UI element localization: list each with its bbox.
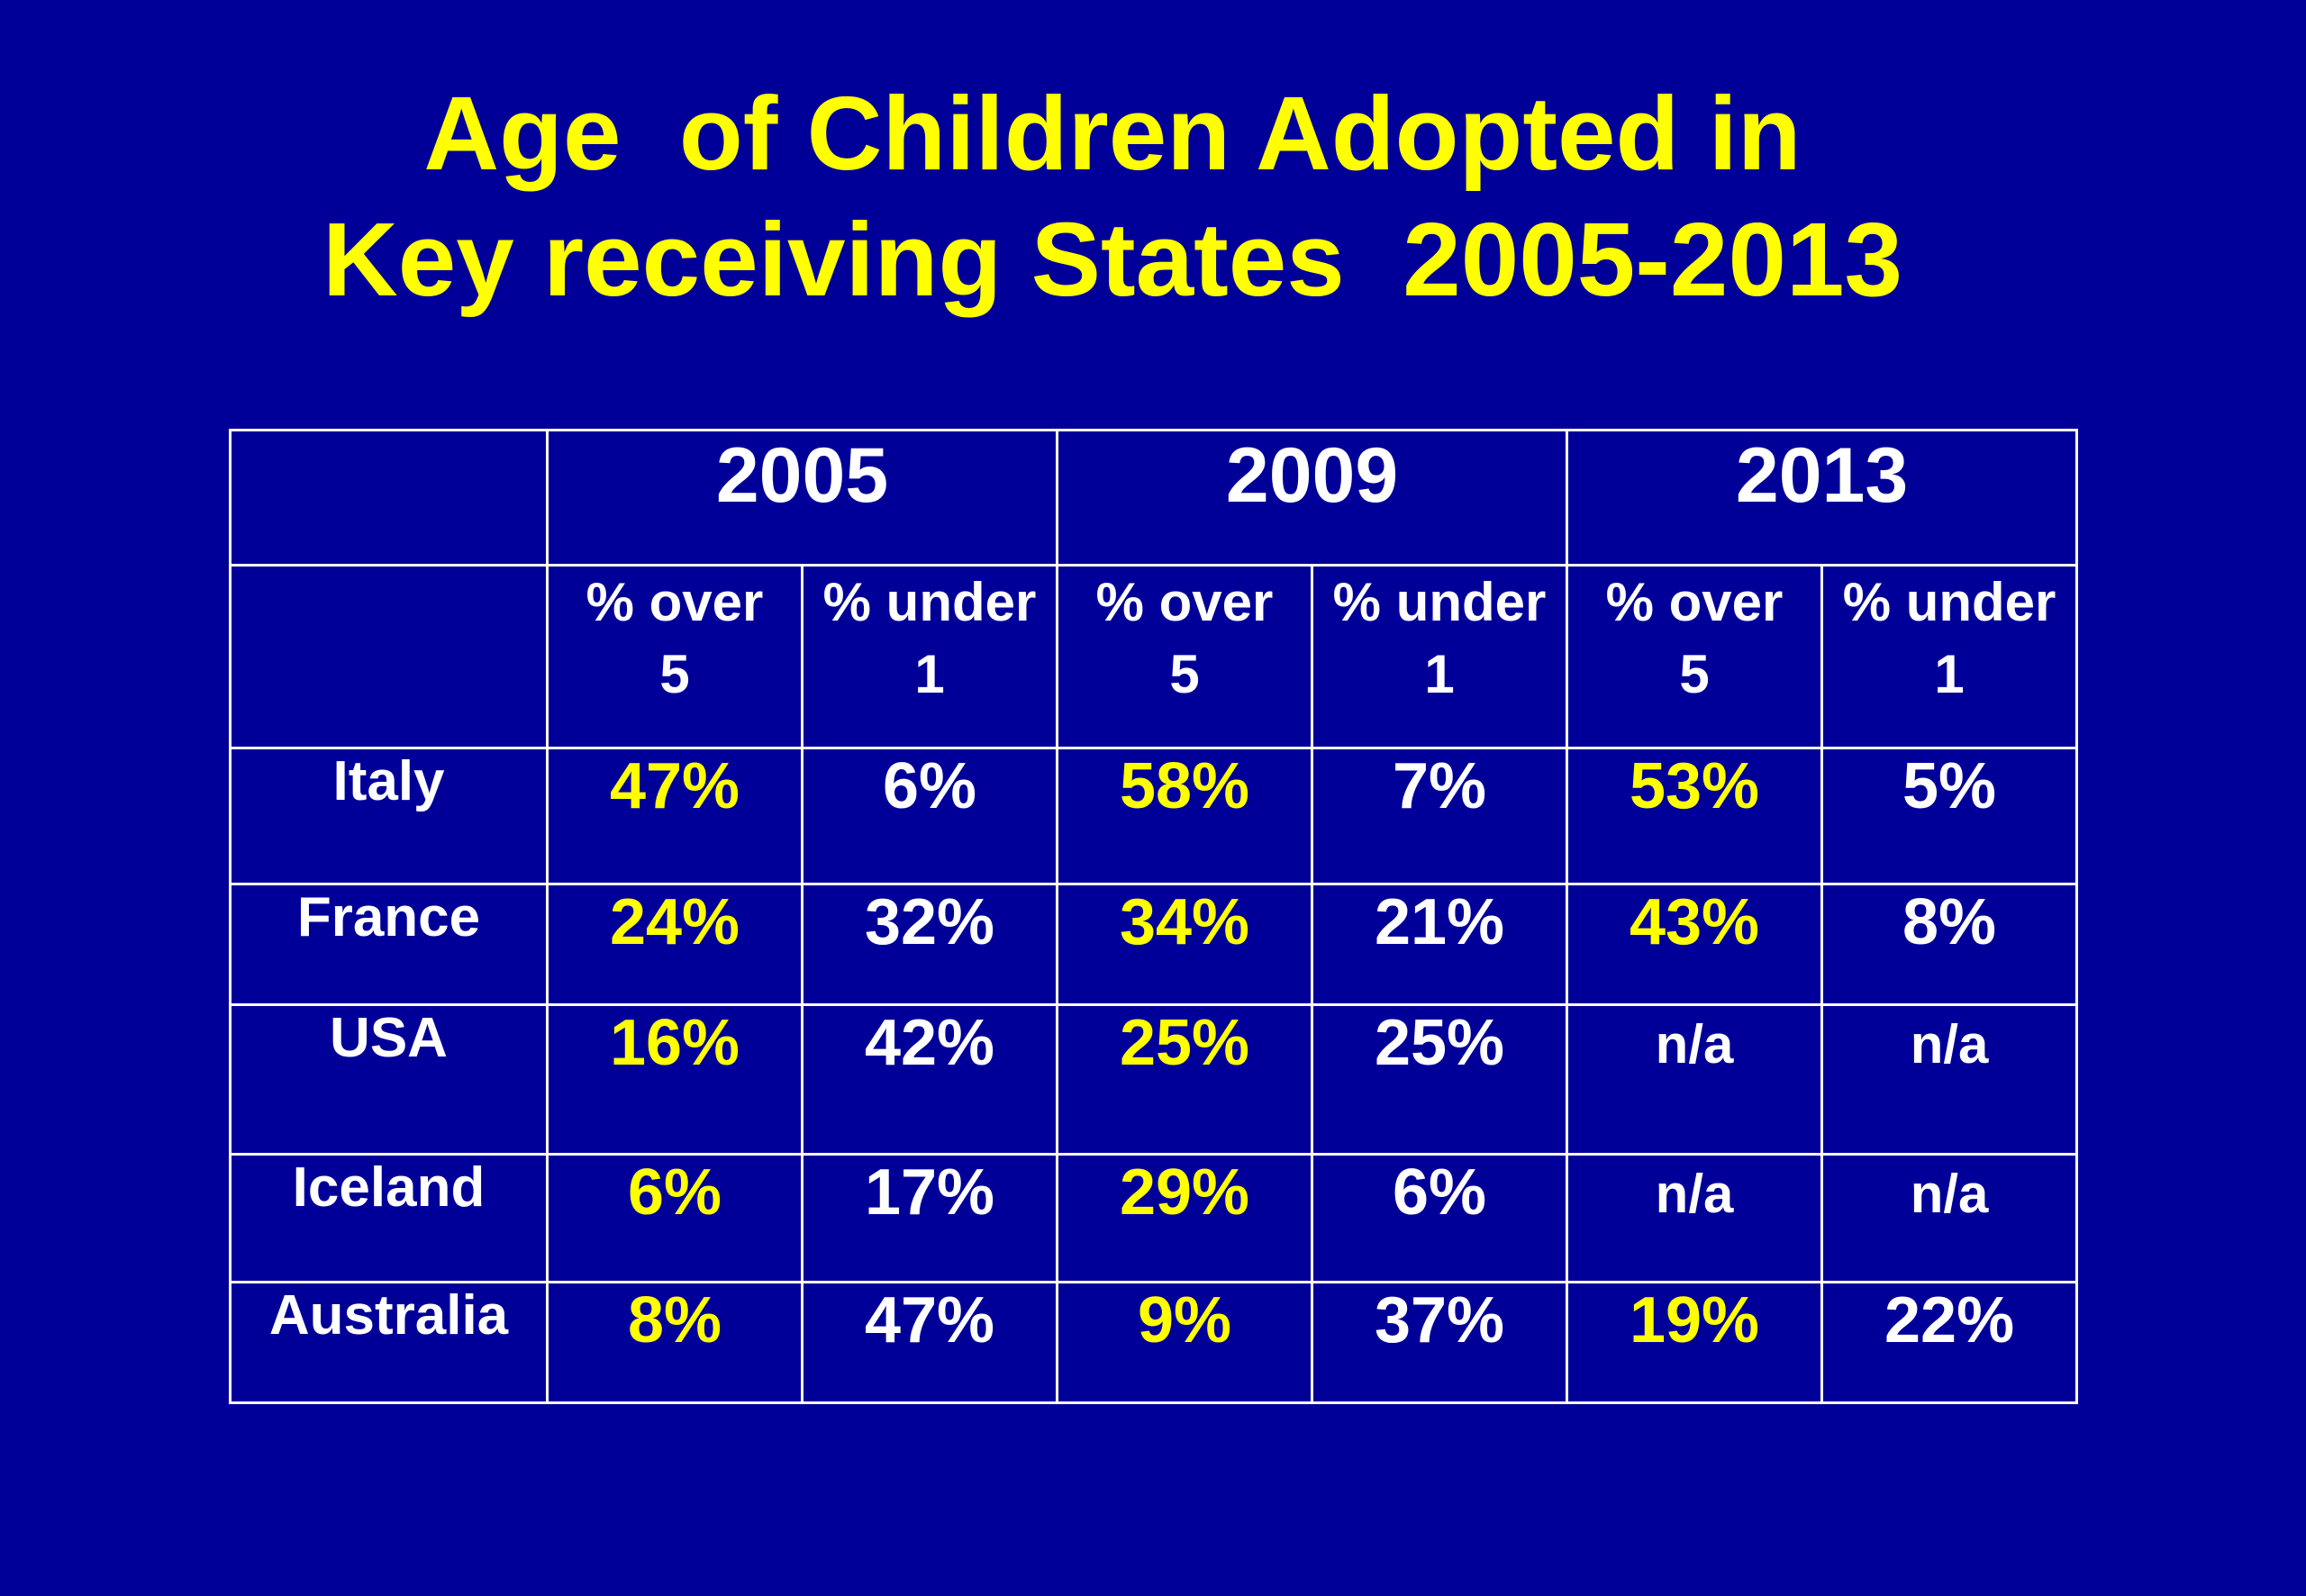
year-header-2005: 2005 <box>545 429 1059 567</box>
value-cell-over-2005: 47% <box>546 747 803 885</box>
value-cell-over-2005: 16% <box>546 1003 803 1156</box>
value-cell-under-2005: 32% <box>800 883 1059 1006</box>
adoption-age-table: 2005 2009 2013 % over 5 % under 1 % over 5 % u… <box>229 429 2079 1404</box>
value-cell-over-2005: 8% <box>546 1281 803 1404</box>
value-cell-over-2013: 19% <box>1566 1281 1824 1404</box>
value-cell-under-2009: 25% <box>1311 1003 1569 1156</box>
value-cell-under-2013: n/a <box>1820 1153 2079 1283</box>
value-cell-under-2009: 21% <box>1311 883 1569 1006</box>
value-cell-under-2013: 8% <box>1820 883 2079 1006</box>
subheader-line: % over <box>1605 572 1784 632</box>
year-header-2013: 2013 <box>1566 429 2079 567</box>
value-cell-under-2013: n/a <box>1820 1003 2079 1156</box>
title-line-2: Key receiving States 2005-2013 <box>322 201 1902 318</box>
year-header-2009: 2009 <box>1056 429 1569 567</box>
title-line-1: Age of Children Adopted in <box>423 75 1802 192</box>
value-cell-under-2009: 7% <box>1311 747 1569 885</box>
value-cell-under-2013: 22% <box>1820 1281 2079 1404</box>
subheader-under-1-2009: % under 1 <box>1311 564 1569 749</box>
subheader-line: 1 <box>1424 644 1455 704</box>
value-cell-over-2013: n/a <box>1566 1153 1824 1283</box>
value-cell-over-2009: 25% <box>1056 1003 1314 1156</box>
table-row-france: France 24% 32% 34% 21% 43% 8% <box>229 883 2079 1006</box>
value-cell-under-2009: 6% <box>1311 1153 1569 1283</box>
value-cell-under-2013: 5% <box>1820 747 2079 885</box>
subheader-line: 5 <box>659 644 690 704</box>
country-label: Iceland <box>229 1153 549 1283</box>
value-cell-under-2005: 47% <box>800 1281 1059 1404</box>
table-row-usa: USA 16% 42% 25% 25% n/a n/a <box>229 1003 2079 1156</box>
value-cell-over-2009: 58% <box>1056 747 1314 885</box>
country-label: France <box>229 883 549 1006</box>
value-cell-over-2009: 9% <box>1056 1281 1314 1404</box>
slide-title: Age of Children Adopted in Key receiving… <box>0 70 2225 322</box>
table-row-iceland: Iceland 6% 17% 29% 6% n/a n/a <box>229 1153 2079 1283</box>
subheader-line: 5 <box>1679 644 1710 704</box>
subheader-line: % under <box>1332 572 1547 632</box>
subheader-line: % over <box>1095 572 1274 632</box>
value-cell-under-2005: 6% <box>800 747 1059 885</box>
subheader-line: % over <box>586 572 764 632</box>
subheader-line: 1 <box>914 644 945 704</box>
subheader-over-5-2009: % over 5 <box>1056 564 1314 749</box>
corner-cell-bottom <box>229 564 549 749</box>
value-cell-over-2013: n/a <box>1566 1003 1824 1156</box>
subheader-line: 1 <box>1934 644 1965 704</box>
country-label: Australia <box>229 1281 549 1404</box>
value-cell-under-2005: 42% <box>800 1003 1059 1156</box>
subheader-line: 5 <box>1169 644 1200 704</box>
subheader-row: % over 5 % under 1 % over 5 % under 1 % over 5 % u… <box>229 564 2079 749</box>
value-cell-under-2005: 17% <box>800 1153 1059 1283</box>
table-row-italy: Italy 47% 6% 58% 7% 53% 5% <box>229 747 2079 885</box>
subheader-line: % under <box>1842 572 2056 632</box>
corner-cell-top <box>229 429 549 567</box>
value-cell-over-2009: 29% <box>1056 1153 1314 1283</box>
value-cell-under-2009: 37% <box>1311 1281 1569 1404</box>
subheader-under-1-2005: % under 1 <box>800 564 1059 749</box>
table-row-australia: Australia 8% 47% 9% 37% 19% 22% <box>229 1281 2079 1404</box>
value-cell-over-2005: 24% <box>546 883 803 1006</box>
country-label: Italy <box>229 747 549 885</box>
value-cell-over-2005: 6% <box>546 1153 803 1283</box>
year-header-row: 2005 2009 2013 <box>229 429 2079 567</box>
value-cell-over-2013: 53% <box>1566 747 1824 885</box>
subheader-over-5-2005: % over 5 <box>546 564 803 749</box>
country-label: USA <box>229 1003 549 1156</box>
value-cell-over-2013: 43% <box>1566 883 1824 1006</box>
subheader-under-1-2013: % under 1 <box>1820 564 2079 749</box>
subheader-over-5-2013: % over 5 <box>1566 564 1824 749</box>
subheader-line: % under <box>822 572 1037 632</box>
value-cell-over-2009: 34% <box>1056 883 1314 1006</box>
